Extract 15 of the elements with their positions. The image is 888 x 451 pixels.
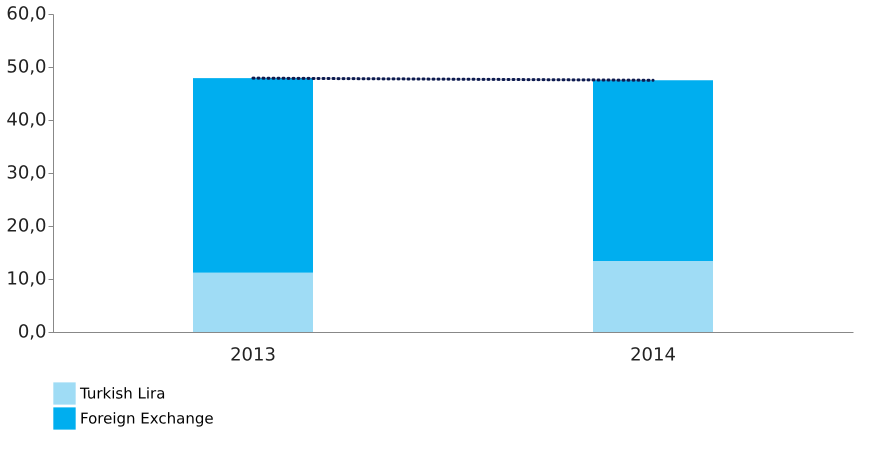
legend-label: Foreign Exchange [80, 410, 214, 428]
y-tick-label: 30,0 [6, 162, 46, 184]
x-tick-label: 2013 [230, 344, 276, 366]
y-tick-label: 0,0 [18, 322, 46, 342]
bar [593, 260, 713, 332]
y-tick-label: 10,0 [6, 268, 46, 290]
y-tick-label: 40,0 [6, 110, 46, 130]
x-tick-label: 2014 [630, 344, 676, 366]
y-tick-label: 60,0 [6, 4, 46, 24]
bar [193, 78, 313, 273]
y-tick-label: 20,0 [6, 216, 46, 236]
legend-label: Turkish Lira [79, 384, 166, 402]
y-tick-label: 50,0 [6, 56, 46, 78]
bar [193, 272, 313, 332]
bar [593, 80, 713, 261]
